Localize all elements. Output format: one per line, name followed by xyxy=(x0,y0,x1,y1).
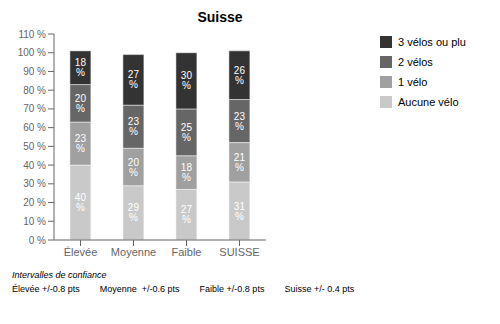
svg-text:0 %: 0 % xyxy=(29,235,46,246)
svg-text:110 %: 110 % xyxy=(18,29,46,40)
svg-text:90 %: 90 % xyxy=(23,66,46,77)
svg-text:60 %: 60 % xyxy=(23,122,46,133)
svg-text:30 %: 30 % xyxy=(23,178,46,189)
svg-text:18%: 18% xyxy=(75,57,87,78)
html-text:Suisse: Suisse xyxy=(197,9,243,25)
svg-text:29%: 29% xyxy=(128,202,140,223)
svg-text:23%: 23% xyxy=(128,116,140,137)
svg-text:23%: 23% xyxy=(234,111,246,132)
svg-text:Moyenne: Moyenne xyxy=(111,246,156,258)
html-text:Intervalles de confiance: Intervalles de confiance xyxy=(12,270,107,280)
svg-text:18%: 18% xyxy=(181,162,193,183)
html-text:Faible +/-0.8 pts: Faible +/-0.8 pts xyxy=(199,284,265,294)
svg-text:23%: 23% xyxy=(75,133,87,154)
svg-text:20 %: 20 % xyxy=(23,197,46,208)
html-text:1 vélo: 1 vélo xyxy=(398,76,428,88)
svg-text:80 %: 80 % xyxy=(23,85,46,96)
html-text:2 vélos: 2 vélos xyxy=(398,56,433,68)
html-text:Moyenne +/-0.6 pts: Moyenne +/-0.6 pts xyxy=(99,284,180,294)
svg-text:25%: 25% xyxy=(181,122,193,143)
svg-text:10 %: 10 % xyxy=(23,216,46,227)
svg-text:SUISSE: SUISSE xyxy=(219,246,259,258)
svg-text:27%: 27% xyxy=(128,69,140,90)
svg-text:100 %: 100 % xyxy=(18,47,46,58)
html-text:3 vélos ou plu: 3 vélos ou plu xyxy=(398,36,466,48)
svg-text:40%: 40% xyxy=(75,192,87,213)
svg-text:50 %: 50 % xyxy=(23,141,46,152)
svg-text:30%: 30% xyxy=(181,70,193,91)
svg-text:Élevée: Élevée xyxy=(64,246,98,258)
svg-text:20%: 20% xyxy=(75,93,87,114)
html-text:Aucune vélo: Aucune vélo xyxy=(398,96,459,108)
svg-text:Faible: Faible xyxy=(172,246,202,258)
svg-text:21%: 21% xyxy=(234,152,246,173)
svg-text:70 %: 70 % xyxy=(23,103,46,114)
svg-text:26%: 26% xyxy=(234,65,246,86)
svg-text:31%: 31% xyxy=(234,201,246,222)
svg-text:40 %: 40 % xyxy=(23,160,46,171)
html-text:Suisse +/- 0.4 pts: Suisse +/- 0.4 pts xyxy=(284,284,355,294)
svg-text:20%: 20% xyxy=(128,157,140,178)
svg-text:27%: 27% xyxy=(181,204,193,225)
html-text:Élevée +/-0.8 pts: Élevée +/-0.8 pts xyxy=(12,284,80,294)
